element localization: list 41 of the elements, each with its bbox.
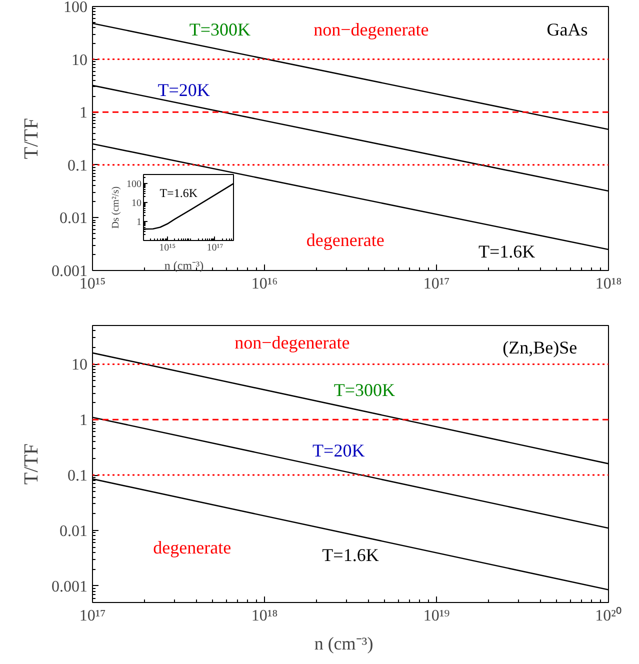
y-tick-label: 100 xyxy=(64,0,88,16)
y-tick-label: 10 xyxy=(72,356,88,374)
annotation: T=1.6K xyxy=(160,186,198,200)
annotation: non−degenerate xyxy=(234,332,350,353)
x-tick-label: 10¹⁷ xyxy=(206,242,224,254)
x-tick-label: 10²⁰ xyxy=(595,606,622,624)
x-axis-title: n (cm⁻³) xyxy=(164,258,204,272)
y-tick-label: 0.1 xyxy=(68,468,88,485)
y-tick-label: 1 xyxy=(136,217,142,228)
y-tick-label: 10 xyxy=(132,198,142,210)
annotation: degenerate xyxy=(153,538,232,558)
x-tick-label: 10¹⁷ xyxy=(423,276,450,292)
x-tick-label: 10¹⁵ xyxy=(159,242,176,254)
annotation: (Zn,Be)Se xyxy=(502,338,578,358)
x-tick-label: 10¹⁸ xyxy=(595,276,622,292)
y-axis-title: Ds (cm²/s) xyxy=(110,186,122,229)
annotation: degenerate xyxy=(306,230,384,250)
y-axis-title: T/TF xyxy=(20,443,42,485)
series-label: T=300K xyxy=(189,20,251,40)
y-tick-label: 1 xyxy=(80,412,88,430)
x-tick-label: 10¹⁷ xyxy=(79,608,106,624)
x-axis-title: n (cm⁻³) xyxy=(314,634,374,654)
series-label: T=20K xyxy=(312,440,365,461)
series-label: T=1.6K xyxy=(322,544,379,565)
x-tick-label: 10¹⁹ xyxy=(423,608,450,624)
series-label: T=20K xyxy=(158,80,210,100)
x-tick-label: 10¹⁶ xyxy=(251,276,278,292)
x-tick-label: 10¹⁵ xyxy=(79,276,106,292)
y-tick-label: 100 xyxy=(126,179,142,190)
y-tick-label: 1 xyxy=(80,104,88,122)
series-label: T=300K xyxy=(334,380,396,400)
y-tick-label: 10 xyxy=(72,52,88,69)
annotation: non−degenerate xyxy=(314,20,429,40)
y-tick-label: 0.001 xyxy=(52,578,88,596)
y-tick-label: 0.01 xyxy=(60,522,88,540)
y-tick-label: 0.1 xyxy=(68,157,88,174)
y-tick-label: 0.01 xyxy=(60,210,88,228)
y-axis-title: T/TF xyxy=(20,118,42,160)
annotation: GaAs xyxy=(546,20,588,40)
x-tick-label: 10¹⁸ xyxy=(251,608,278,624)
series-label: T=1.6K xyxy=(478,241,536,262)
